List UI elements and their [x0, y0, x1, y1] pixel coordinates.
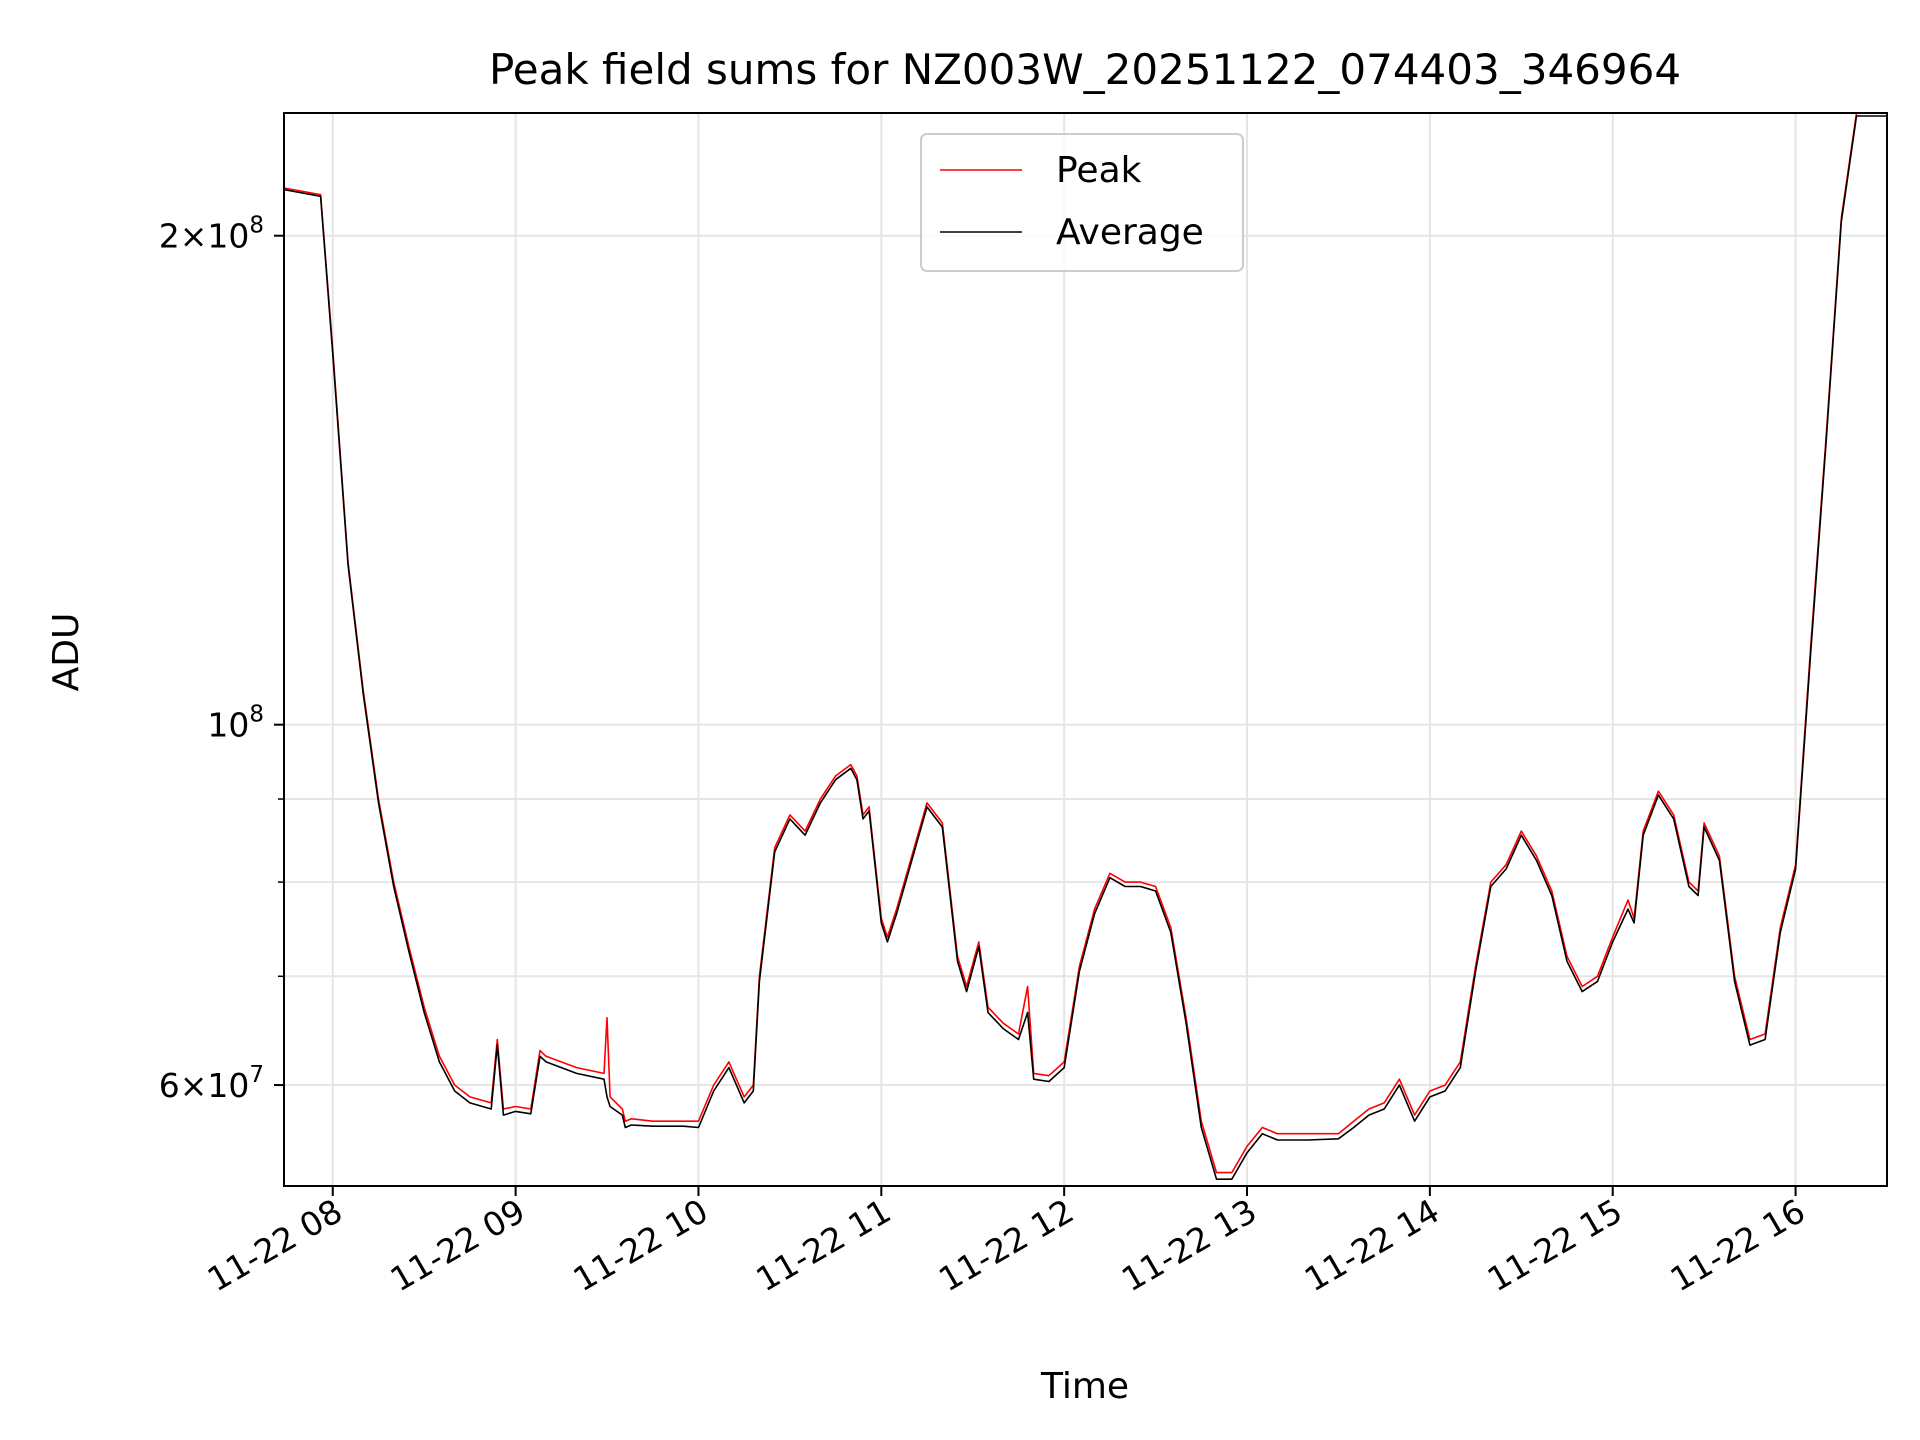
x-tick-label: 11-22 15 [1481, 1191, 1629, 1299]
y-tick-label: 6×107 [159, 1062, 264, 1105]
axis-ticks: 11-22 08 11-22 09 11-22 10 11-22 11 11-22 12… [159, 213, 1812, 1299]
series-line-peak [283, 112, 1887, 1174]
x-tick-label: 11-22 16 [1664, 1191, 1812, 1299]
y-axis-label: ADU [46, 613, 87, 692]
x-tick-label: 11-22 13 [1115, 1191, 1263, 1299]
x-tick-label: 11-22 10 [566, 1191, 714, 1299]
legend: Peak Average [920, 133, 1244, 272]
series-line-average [283, 115, 1887, 1180]
x-tick-label: 11-22 08 [201, 1191, 349, 1299]
x-tick-label: 11-22 12 [932, 1191, 1080, 1299]
series-lines [283, 112, 1887, 1180]
legend-label-average: Average [1056, 212, 1204, 253]
y-tick-label: 2×108 [159, 213, 264, 256]
plot-area-frame [283, 112, 1888, 1187]
legend-frame [920, 133, 1244, 272]
x-axis-label: Time [1040, 1366, 1129, 1407]
y-tick-label: 108 [207, 702, 264, 745]
legend-label-peak: Peak [1056, 150, 1142, 191]
chart-title: Peak field sums for NZ003W_20251122_0744… [489, 45, 1681, 94]
x-tick-label: 11-22 14 [1298, 1191, 1446, 1299]
x-tick-label: 11-22 11 [749, 1191, 897, 1299]
x-tick-label: 11-22 09 [384, 1191, 532, 1299]
grid-lines [284, 113, 1887, 1186]
